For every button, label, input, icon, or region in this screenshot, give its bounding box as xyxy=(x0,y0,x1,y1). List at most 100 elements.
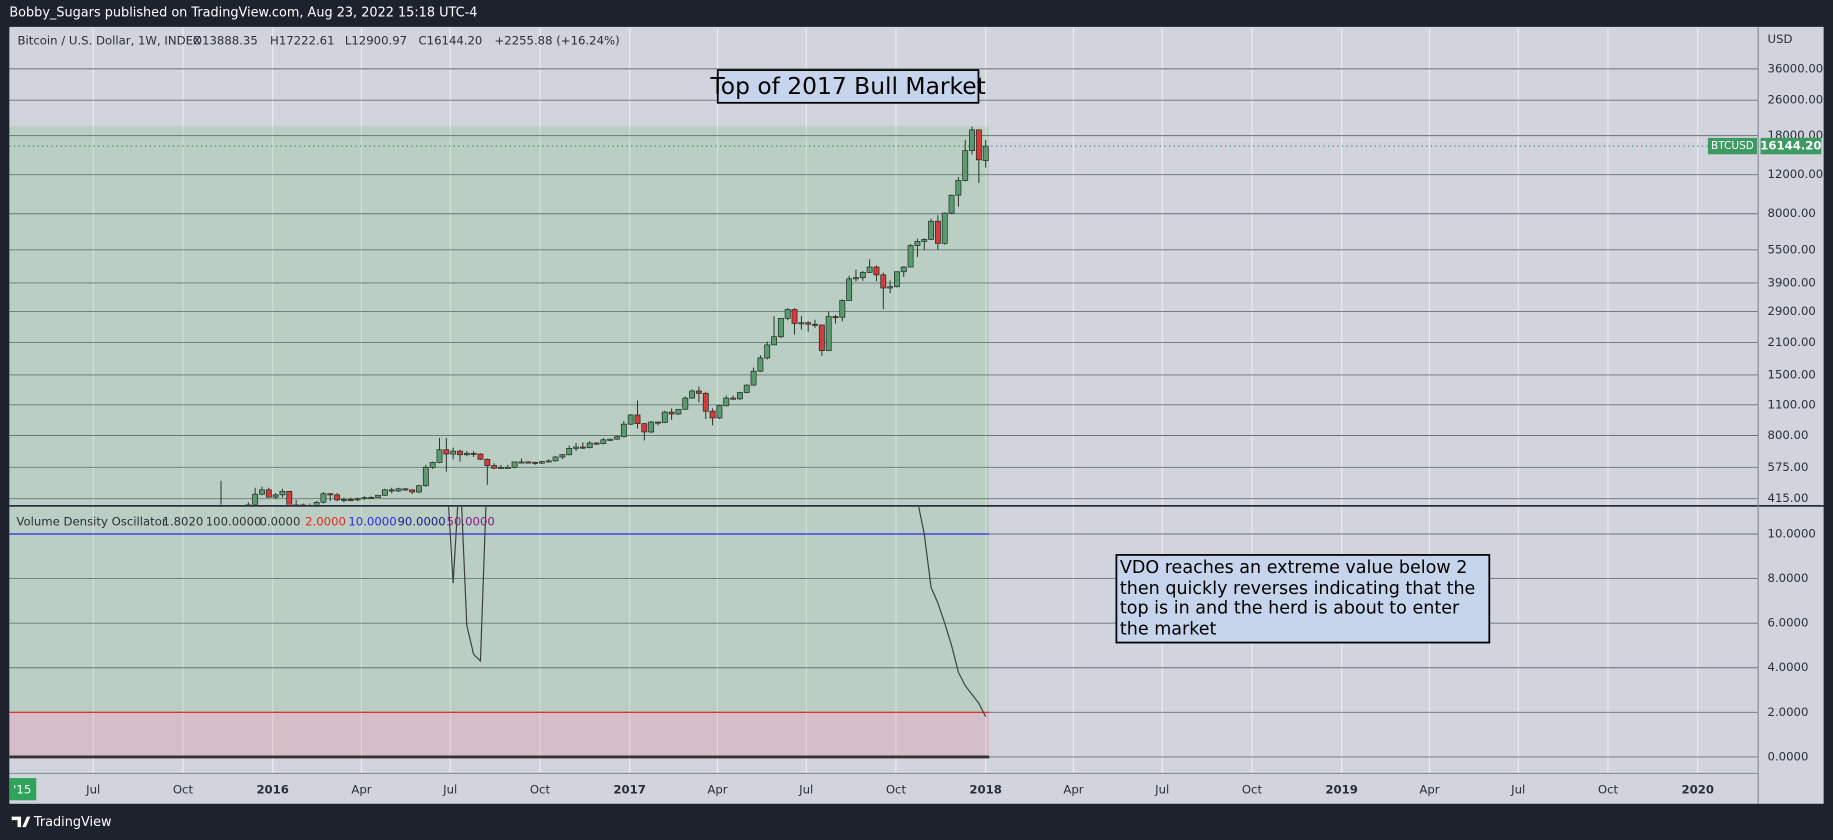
candle-body xyxy=(477,453,484,460)
y-tick-label: 2900.00 xyxy=(1768,304,1816,318)
vdo-annotation-line: the market xyxy=(1120,620,1217,640)
y-tick-label: 26000.00 xyxy=(1768,93,1824,107)
candle-body xyxy=(265,489,272,498)
candle-body xyxy=(853,277,859,280)
candle-body xyxy=(545,460,552,463)
candle-body xyxy=(457,450,463,456)
candle-body xyxy=(859,272,866,278)
candle-body xyxy=(443,449,450,455)
candle-body xyxy=(948,194,955,214)
last-price-label: 16144.20 xyxy=(1760,139,1821,153)
bull-market-region xyxy=(9,126,990,505)
candle-body xyxy=(832,316,839,319)
candle-body xyxy=(962,150,969,181)
candle-body xyxy=(839,300,846,318)
candle-body xyxy=(429,462,436,468)
candle-body xyxy=(771,336,777,346)
candle-body xyxy=(696,390,702,394)
candle-body xyxy=(552,456,559,462)
candle-body xyxy=(798,322,805,325)
y-tick-label: 2100.00 xyxy=(1768,335,1816,349)
candle-body xyxy=(675,408,682,415)
x-tick-label: Oct xyxy=(1242,782,1263,796)
symbol-badge xyxy=(1707,137,1758,155)
candle-body xyxy=(975,129,982,161)
y-tick-label: 8.0000 xyxy=(1768,571,1809,585)
x-tick-label: Jul xyxy=(1154,782,1169,796)
candle-body xyxy=(579,446,586,449)
candle-body xyxy=(450,450,457,455)
x-tick-label: Apr xyxy=(351,782,371,796)
ohlc-change: +2255.88 (+16.24%) xyxy=(494,33,619,47)
y-tick-label: 10.0000 xyxy=(1768,527,1816,541)
candle-body xyxy=(982,145,989,161)
candle-body xyxy=(566,448,573,456)
candle-body xyxy=(388,489,395,492)
x-tick-label: Oct xyxy=(173,782,194,796)
candle-body xyxy=(573,446,579,449)
candle-body xyxy=(716,405,723,419)
candle-body xyxy=(532,461,538,464)
candle-body xyxy=(259,489,265,495)
candle-body xyxy=(409,489,416,493)
candle-body xyxy=(709,410,716,419)
last-price-badge xyxy=(1760,137,1822,155)
overlay: '15 Jul Oct 2016 Apr Jul Oct 2017 Apr Jul Oct 2018 A… xyxy=(9,61,1824,801)
candle-body xyxy=(252,493,259,505)
candle-body xyxy=(777,317,784,338)
ohlc-open: O13888.35 xyxy=(193,33,258,47)
x-tick-label: 2017 xyxy=(613,782,646,796)
candle-body xyxy=(559,454,566,458)
extreme-zone xyxy=(9,712,990,757)
x-tick-label: Apr xyxy=(1419,782,1439,796)
x-tick-label: Jul xyxy=(1510,782,1525,796)
candle-body xyxy=(894,271,900,288)
candle-body xyxy=(914,241,921,246)
x-tick-label: 2016 xyxy=(256,782,289,796)
candle-body xyxy=(484,458,491,466)
chart-background xyxy=(9,26,1824,804)
candle-body xyxy=(928,220,934,240)
vdo-level-label: 10.0000 xyxy=(348,515,396,529)
candle-body xyxy=(538,461,545,464)
candle-body xyxy=(313,501,320,505)
symbol-label: BTCUSD xyxy=(1711,140,1754,152)
candle-body xyxy=(689,390,696,399)
candle-body xyxy=(334,494,340,501)
time-label-highlight xyxy=(9,778,37,801)
y-tick-label: 1500.00 xyxy=(1768,367,1816,381)
x-tick-label: Oct xyxy=(530,782,551,796)
candle-body xyxy=(272,494,279,498)
candle-body xyxy=(422,466,429,487)
y-tick-label: 8000.00 xyxy=(1768,206,1816,220)
vdo-level-label: 2.0000 xyxy=(305,515,346,529)
ohlc-low: L12900.97 xyxy=(345,33,407,47)
candle-body xyxy=(736,392,743,400)
x-tick-label: '15 xyxy=(13,782,31,796)
candle-body xyxy=(361,497,368,500)
candle-body xyxy=(593,442,600,445)
candle-body xyxy=(641,423,648,433)
candle-body xyxy=(825,316,832,352)
vdo-annotation-line: top is in and the herd is about to enter xyxy=(1120,599,1460,619)
vdo-annotation-box xyxy=(1115,554,1491,644)
y-tick-label: 5500.00 xyxy=(1768,242,1816,256)
candle-body xyxy=(873,266,880,276)
logo xyxy=(11,816,31,828)
ohlc-close: C16144.20 xyxy=(419,33,483,47)
candle-body xyxy=(648,421,655,433)
candle-body xyxy=(402,488,409,491)
vdo-level-label: 100.0000 xyxy=(206,515,262,529)
candle-body xyxy=(723,397,730,407)
x-tick-label: 2018 xyxy=(969,782,1002,796)
ohlc-high: H17222.61 xyxy=(270,33,335,47)
x-tick-label: Jul xyxy=(442,782,457,796)
vdo-level-label: 50.0000 xyxy=(447,515,495,529)
vdo-level-label: 0.0000 xyxy=(260,515,301,529)
candle-body xyxy=(743,384,750,393)
y-tick-label: 4.0000 xyxy=(1768,660,1809,674)
x-tick-label: Jul xyxy=(85,782,100,796)
candle-body xyxy=(279,490,286,496)
candle-body xyxy=(627,414,634,425)
vdo-name: Volume Density Oscillator xyxy=(16,515,167,529)
